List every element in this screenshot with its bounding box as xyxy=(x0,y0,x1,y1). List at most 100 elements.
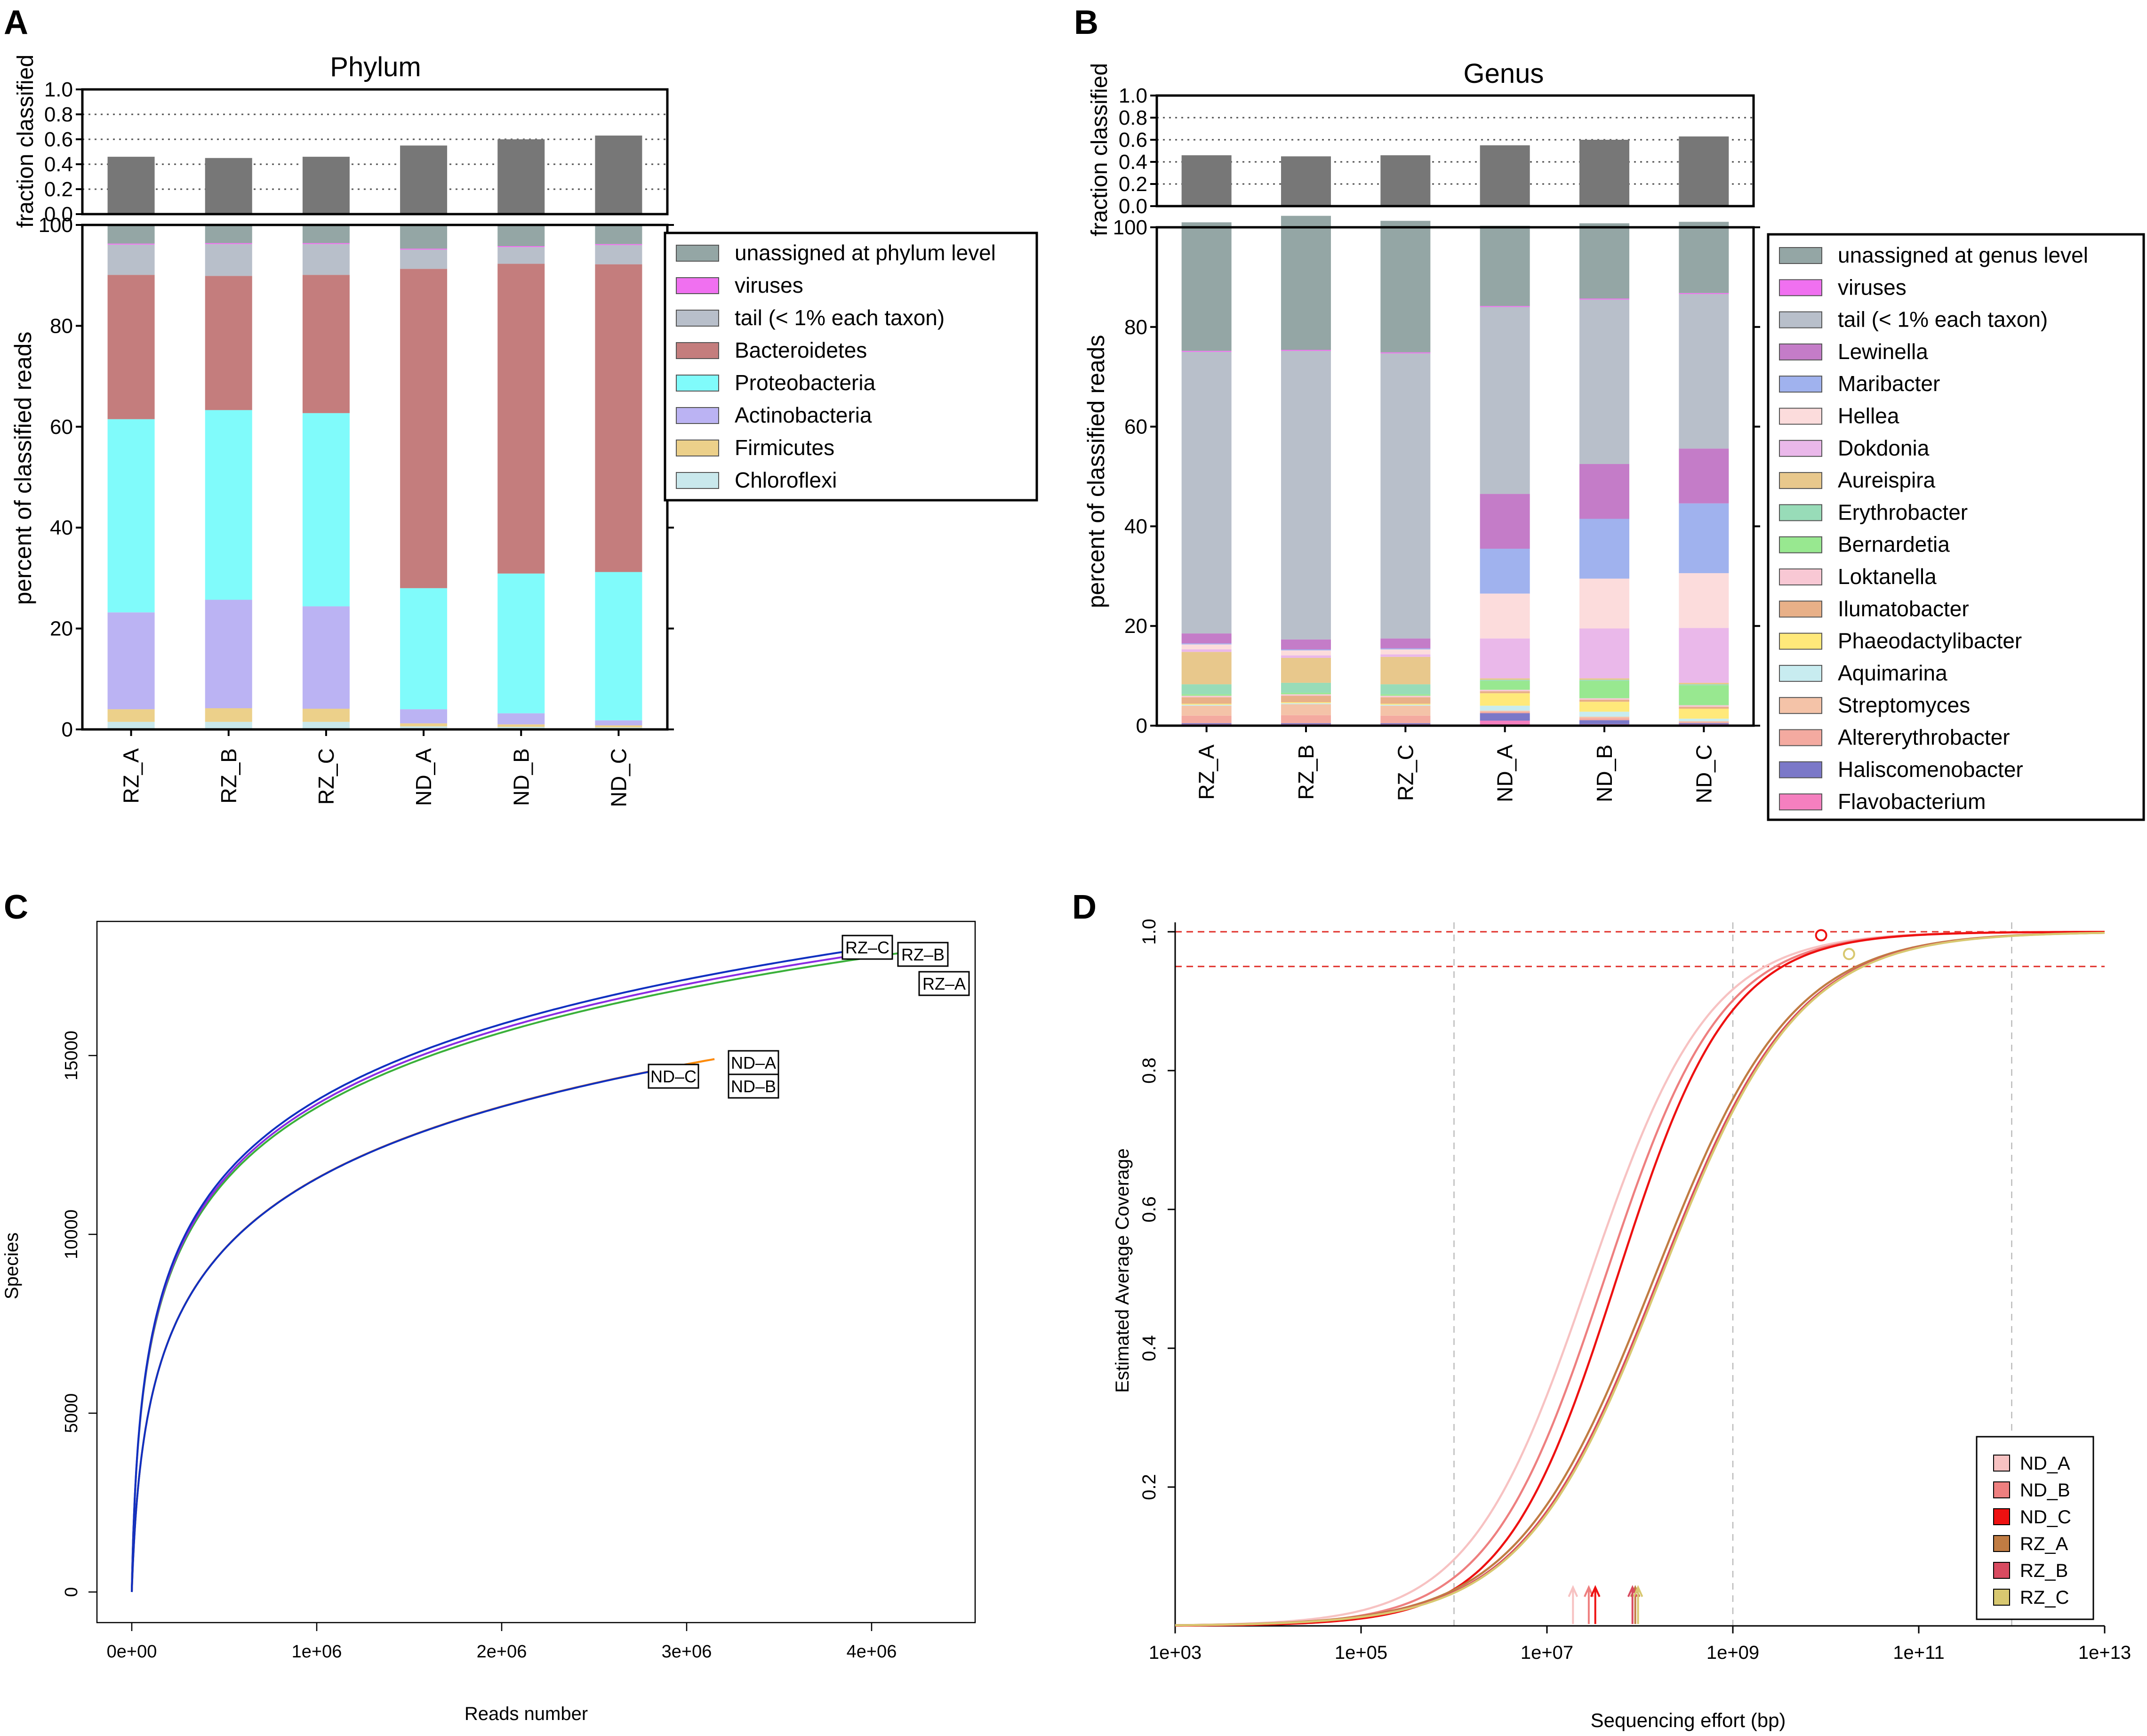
a-segment-RZ_A-proteobacteria xyxy=(107,419,155,613)
d-legend-swatch xyxy=(1993,1535,2010,1552)
b-segment-RZ_C-viruses xyxy=(1380,352,1431,353)
b-segment-RZ_B-streptomyces xyxy=(1281,704,1331,715)
b-frac-bar-RZ_A xyxy=(1181,155,1232,206)
b-segment-ND_C-hellea xyxy=(1679,573,1729,628)
b-segment-RZ_B-aureispira xyxy=(1281,657,1331,683)
a-frac-bar-ND_C xyxy=(595,136,642,214)
c-xtick-label: 1e+06 xyxy=(292,1642,342,1662)
b-legend-label: Bernardetia xyxy=(1838,532,1950,557)
b-legend-label: Aureispira xyxy=(1838,468,1936,492)
b-legend-swatch xyxy=(1779,279,1822,296)
b-legend-label: Lewinella xyxy=(1838,339,1928,364)
c-label-ND-C: ND–C xyxy=(650,1067,697,1086)
panel-d-letter: D xyxy=(1072,888,1097,926)
d-curve-ND_A xyxy=(1175,931,2105,1626)
d-arrow-head-ND_A xyxy=(1568,1585,1578,1597)
b-segment-ND_B-loktanella xyxy=(1579,698,1629,700)
c-label-ND-B: ND–B xyxy=(731,1077,776,1096)
a-comp-frame xyxy=(81,224,669,731)
b-pct-tick-label: 0 xyxy=(1136,714,1147,737)
a-xtick-label-RZ_A: RZ_A xyxy=(119,748,144,804)
a-segment-ND_C-actinobacteria xyxy=(595,720,642,726)
b-legend-label: Altererythrobacter xyxy=(1838,725,2010,750)
panel-b-title: Genus xyxy=(1464,58,1544,89)
a-legend-label: Chloroflexi xyxy=(735,468,837,492)
b-segment-RZ_B-ilumatobacter xyxy=(1281,696,1331,703)
b-segment-RZ_C-ilumatobacter xyxy=(1380,697,1431,704)
b-xtick-label-ND_B: ND_B xyxy=(1592,744,1617,802)
a-frac-bar-RZ_B xyxy=(205,158,252,214)
b-segment-RZ_B-loktanella xyxy=(1281,694,1331,696)
b-segment-RZ_B-viruses xyxy=(1281,350,1331,351)
b-xtick-label-ND_A: ND_A xyxy=(1493,744,1517,802)
b-segment-RZ_B-lewinella xyxy=(1281,639,1331,649)
b-segment-RZ_A-unassigned-at-genus-level xyxy=(1181,222,1232,351)
b-legend-swatch xyxy=(1779,440,1822,457)
b-legend-label: unassigned at genus level xyxy=(1838,243,2088,267)
b-legend-swatch xyxy=(1779,376,1822,393)
b-segment-RZ_C-bernardetia xyxy=(1380,694,1431,696)
a-segment-ND_A-actinobacteria xyxy=(400,709,448,724)
b-legend-label: viruses xyxy=(1838,275,1907,299)
b-segment-RZ_B-tail-1-each-taxon- xyxy=(1281,351,1331,640)
a-segment-ND_C-proteobacteria xyxy=(595,572,642,720)
d-legend-label: ND_C xyxy=(2020,1507,2071,1528)
b-segment-RZ_B-bernardetia xyxy=(1281,693,1331,695)
a-frac-bar-ND_A xyxy=(400,145,448,214)
a-xtick-label-ND_C: ND_C xyxy=(606,748,631,807)
b-legend-swatch xyxy=(1779,664,1822,682)
panel-a: A Phylum 0.00.20.40.60.81.0 RZ_A RZ_B RZ_C… xyxy=(4,4,1038,807)
b-segment-RZ_B-haliscomenobacter xyxy=(1281,723,1331,724)
c-curve-RZ-A xyxy=(131,951,909,1592)
a-segment-RZ_A-chloroflexi xyxy=(107,721,155,729)
d-curve-RZ_B xyxy=(1175,932,2105,1626)
a-legend-swatch xyxy=(676,472,719,489)
b-segment-RZ_A-bernardetia xyxy=(1181,694,1232,696)
b-segment-ND_C-lewinella xyxy=(1679,448,1729,504)
a-segment-RZ_B-proteobacteria xyxy=(205,410,252,600)
b-segment-ND_C-dokdonia xyxy=(1679,628,1729,683)
b-xtick-label-RZ_C: RZ_C xyxy=(1393,744,1418,801)
b-segment-RZ_C-tail-1-each-taxon- xyxy=(1380,353,1431,639)
b-segment-RZ_C-aureispira xyxy=(1380,656,1431,685)
b-legend-label: Loktanella xyxy=(1838,564,1937,589)
d-ytick-label: 1.0 xyxy=(1139,919,1160,945)
c-label-box-ND-B xyxy=(728,1073,779,1099)
a-segment-RZ_C-chloroflexi xyxy=(302,721,350,729)
panel-c-rarefaction-chart: 0e+00 1e+06 2e+06 3e+06 4e+06 0 5000 10000 15000… xyxy=(62,920,976,1662)
a-legend-label: Firmicutes xyxy=(735,435,834,460)
b-frac-tick-label: 0.6 xyxy=(1119,128,1147,152)
b-segment-RZ_B-aquimarina xyxy=(1281,703,1331,704)
b-segment-RZ_C-loktanella xyxy=(1380,696,1431,697)
b-legend-frame xyxy=(1767,233,2145,821)
b-segment-ND_B-phaeodactylibacter xyxy=(1579,702,1629,712)
a-segment-ND_A-chloroflexi xyxy=(400,726,448,729)
b-segment-RZ_A-tail-1-each-taxon- xyxy=(1181,352,1232,634)
panel-d: D 1e+03 1e+05 1e+07 1e+09 1e+11 1e+13 0.2 0.4 0.… xyxy=(1072,888,2131,1731)
d-legend-swatch xyxy=(1993,1562,2010,1579)
b-segment-RZ_C-unassigned-at-genus-level xyxy=(1380,221,1431,352)
a-segment-ND_C-bacteroidetes xyxy=(595,264,642,572)
a-legend-swatch xyxy=(676,342,719,359)
b-segment-ND_B-ilumatobacter xyxy=(1579,699,1629,702)
panel-b-legend: unassigned at genus level viruses tail (< … xyxy=(1767,233,2145,821)
d-legend-label: RZ_A xyxy=(2020,1534,2068,1554)
a-segment-ND_B-chloroflexi xyxy=(497,727,545,729)
b-segment-ND_C-aureispira xyxy=(1679,682,1729,685)
a-pct-tick-label: 20 xyxy=(50,617,73,640)
a-segment-ND_C-tail-1-each-taxon- xyxy=(595,245,642,264)
a-frac-bar-RZ_C xyxy=(302,157,350,214)
c-label-RZ-B: RZ–B xyxy=(901,945,945,964)
b-frac-bar-RZ_C xyxy=(1380,155,1431,206)
b-segment-ND_C-streptomyces xyxy=(1679,721,1729,722)
a-segment-RZ_B-viruses xyxy=(205,243,252,244)
d-marker-RZ_C xyxy=(1843,948,1855,960)
a-segment-RZ_A-firmicutes xyxy=(107,709,155,722)
b-segment-ND_C-ilumatobacter xyxy=(1679,706,1729,709)
a-segment-RZ_B-chloroflexi xyxy=(205,721,252,729)
d-legend-label: RZ_C xyxy=(2020,1587,2069,1608)
b-segment-ND_C-loktanella xyxy=(1679,705,1729,707)
b-legend-swatch xyxy=(1779,504,1822,521)
c-label-box-RZ-A xyxy=(918,971,970,996)
